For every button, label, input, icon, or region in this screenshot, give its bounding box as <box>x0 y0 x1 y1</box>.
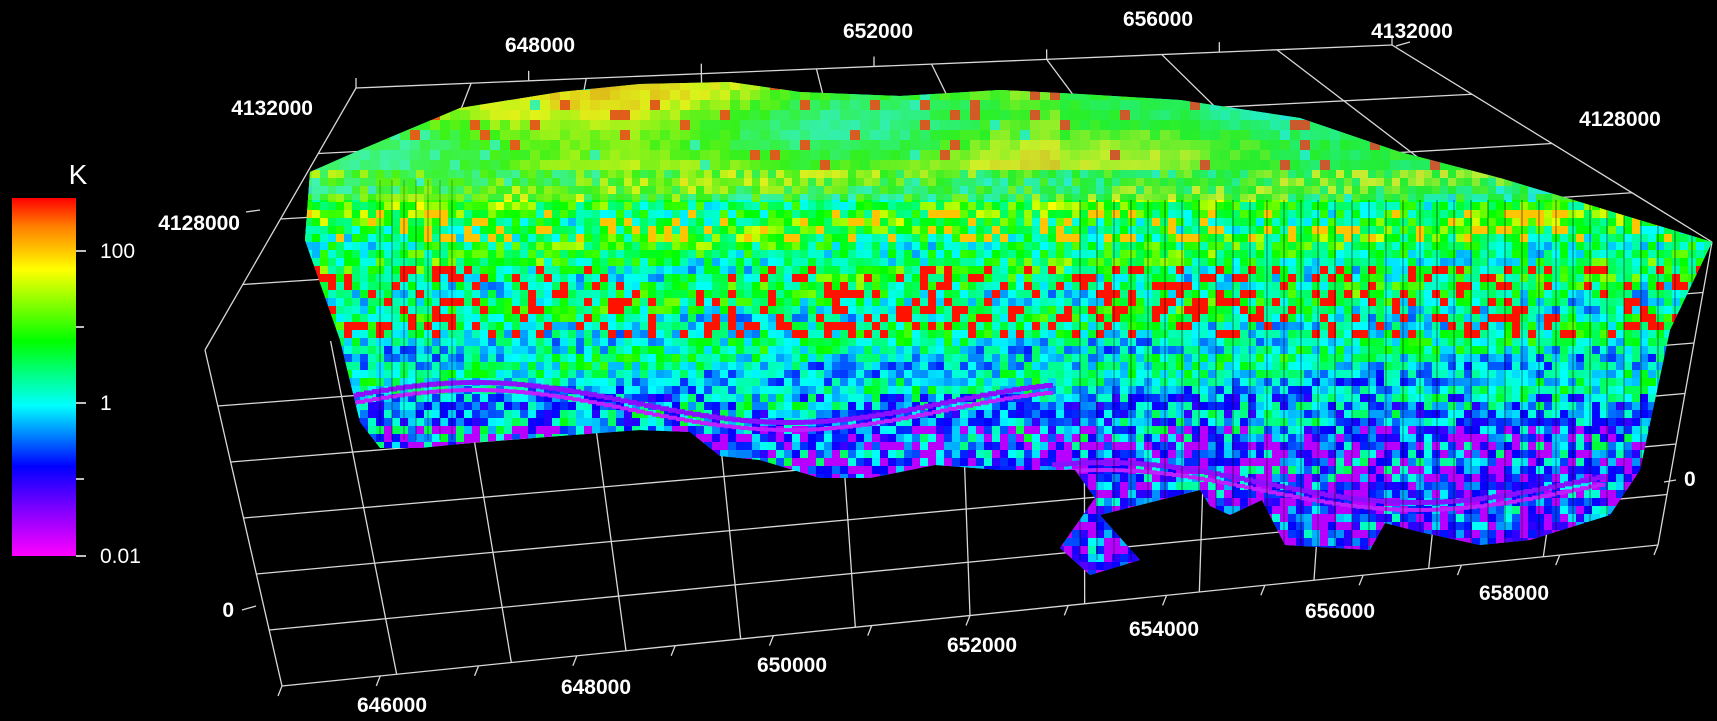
axis-tick <box>277 685 283 697</box>
axis-tick <box>1260 585 1266 596</box>
axis-tick <box>572 655 578 667</box>
z-left-tick-0: 0 <box>222 599 234 622</box>
x-front-tick-658000: 658000 <box>1479 582 1549 605</box>
x-front-tick-646000: 646000 <box>357 694 427 717</box>
axis-tick-labels: 648000 652000 656000 4132000 4128000 413… <box>158 8 1695 717</box>
x-front-tick-648000: 648000 <box>561 676 631 699</box>
axis-tick <box>1555 554 1561 566</box>
colorbar-label-0.01: 0.01 <box>100 545 141 568</box>
axis-tick <box>965 615 971 626</box>
colorbar-label-100: 100 <box>100 240 135 263</box>
axis-tick <box>1063 605 1069 616</box>
x-back-tick-648000: 648000 <box>505 34 575 57</box>
y-right-tick-4128000: 4128000 <box>1579 108 1661 131</box>
y-right-tick-4132000: 4132000 <box>1371 20 1453 43</box>
x-front-tick-652000: 652000 <box>947 634 1017 657</box>
axis-tick <box>1358 574 1364 586</box>
axis-tick <box>473 665 480 677</box>
colorbar-title: K <box>69 159 88 190</box>
x-back-tick-652000: 652000 <box>843 20 913 43</box>
colorbar-gradient <box>12 198 76 556</box>
axis-tick <box>1663 479 1677 483</box>
z-right-tick-0: 0 <box>1684 468 1696 491</box>
axis-tick <box>1395 41 1411 47</box>
axis-tick <box>768 635 775 646</box>
axis-tick <box>245 209 261 213</box>
axis-tick <box>1456 564 1463 576</box>
axis-tick <box>1161 595 1168 606</box>
axis-tick <box>375 675 381 687</box>
x-back-tick-656000: 656000 <box>1123 8 1193 31</box>
x-front-tick-654000: 654000 <box>1129 618 1199 641</box>
colorbar-label-1: 1 <box>100 392 112 415</box>
x-front-tick-650000: 650000 <box>757 654 827 677</box>
axis-tick <box>1653 544 1659 556</box>
axis-tick <box>670 645 676 656</box>
y-left-tick-4128000: 4128000 <box>158 212 240 235</box>
axis-tick <box>241 605 257 611</box>
y-left-tick-4132000: 4132000 <box>231 97 313 120</box>
x-front-tick-656000: 656000 <box>1305 600 1375 623</box>
permeability-volume <box>305 82 1712 575</box>
colorbar-legend: K 100 1 0.01 <box>12 159 141 568</box>
axis-tick <box>867 625 873 636</box>
